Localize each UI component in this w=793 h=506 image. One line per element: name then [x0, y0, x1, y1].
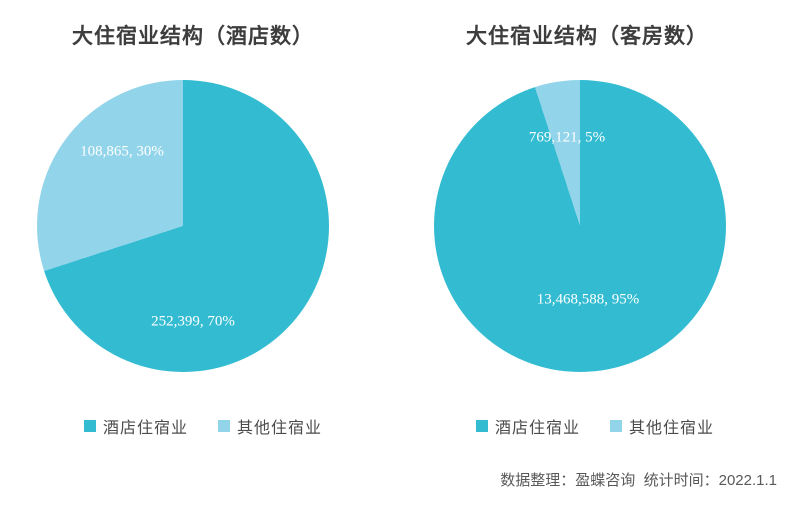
- data-label-hotel-count-other: 108,865, 30%: [80, 143, 164, 160]
- legend-room-count: 酒店住宿业 其他住宿业: [430, 414, 760, 438]
- legend-swatch-hotel: [475, 420, 488, 432]
- pie-hotel-count: [37, 80, 329, 372]
- legend-label-hotel: 酒店住宿业: [102, 420, 188, 437]
- legend-label-other: 其他住宿业: [237, 420, 323, 437]
- legend-item-hotel: 酒店住宿业: [83, 414, 188, 438]
- legend-swatch-other: [610, 420, 622, 432]
- legend-label-hotel: 酒店住宿业: [494, 420, 580, 437]
- legend-item-other: 其他住宿业: [610, 414, 714, 438]
- source-note: 数据整理：盈蝶咨询 统计时间：2022.1.1: [500, 472, 777, 489]
- chart-title-hotel-count: 大住宿业结构（酒店数）: [72, 24, 314, 48]
- data-label-hotel-count-main: 252,399, 70%: [151, 313, 235, 330]
- data-label-room-count-main: 13,468,588, 95%: [536, 291, 640, 308]
- legend-label-other: 其他住宿业: [629, 420, 715, 437]
- pie-room-count: [434, 80, 726, 372]
- legend-hotel-count: 酒店住宿业 其他住宿业: [33, 414, 373, 438]
- legend-swatch-hotel: [83, 420, 96, 432]
- legend-swatch-other: [218, 420, 230, 432]
- chart-title-room-count: 大住宿业结构（客房数）: [466, 24, 708, 48]
- legend-item-other: 其他住宿业: [218, 414, 322, 438]
- legend-item-hotel: 酒店住宿业: [475, 414, 580, 438]
- data-label-room-count-other: 769,121, 5%: [528, 129, 606, 146]
